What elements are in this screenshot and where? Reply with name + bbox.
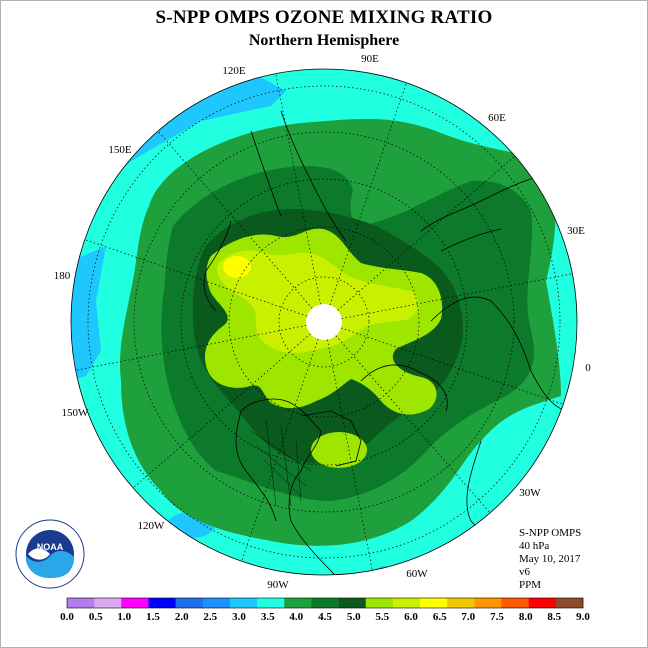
lon-label-120w: 120W (138, 520, 166, 532)
info-units: PPM (519, 579, 542, 591)
info-level: 40 hPa (519, 540, 550, 552)
ozone-band-5.5-6.0-atlantic (311, 432, 367, 468)
graticule (75, 73, 573, 571)
colorbar-tick-label: 5.5 (375, 611, 389, 623)
coast-europe (430, 296, 567, 412)
colorbar-tick-label: 2.5 (203, 611, 217, 623)
info-instrument: S-NPP OMPS (519, 527, 582, 539)
lon-label-90w: 90W (267, 579, 289, 591)
colorbar-swatch (94, 598, 122, 608)
colorbar-swatch (257, 598, 285, 608)
colorbar-tick-label: 4.5 (318, 611, 332, 623)
colorbar-swatch (311, 598, 339, 608)
lon-label-60e: 60E (488, 112, 506, 124)
colorbar-swatch (528, 598, 557, 608)
page-subtitle: Northern Hemisphere (248, 32, 400, 49)
colorbar-swatch (447, 598, 475, 608)
colorbar-swatch (501, 598, 529, 608)
ozone-band-6.0-6.5 (216, 250, 419, 353)
lon-label-0: 0 (585, 362, 591, 374)
lon-label-180: 180 (54, 270, 71, 282)
colorbar-tick-label: 2.0 (175, 611, 189, 623)
colorbar-tick-label: 3.0 (232, 611, 246, 623)
coast-greenland (360, 364, 448, 412)
colorbar-swatch (365, 598, 394, 608)
colorbar-swatch (338, 598, 367, 608)
coast-hudson (300, 410, 362, 467)
colorbar-swatch (555, 598, 584, 608)
longitude-labels: 90E 60E 30E 0 30W 60W 90W 120W 150W 180 … (54, 53, 592, 591)
colorbar-swatch (474, 598, 502, 608)
colorbar-tick-label: 1.0 (117, 611, 131, 623)
colorbar-swatch (229, 598, 258, 608)
colorbar-swatch (392, 598, 421, 608)
colorbar-tick-label: 8.5 (547, 611, 561, 623)
colorbar-swatch (121, 598, 149, 608)
lon-label-90e: 90E (361, 53, 379, 65)
colorbar-tick-label: 8.0 (519, 611, 533, 623)
colorbar-swatch (420, 598, 448, 608)
colorbar-tick-label: 5.0 (347, 611, 361, 623)
colorbar-tick-label: 6.0 (404, 611, 418, 623)
colorbar-tick-label: 0.5 (89, 611, 103, 623)
noaa-logo: NOAA (15, 519, 85, 589)
coast-alaska (203, 220, 232, 312)
us-state-lines (250, 420, 312, 507)
colorbar-tick-label: 9.0 (576, 611, 590, 623)
lon-label-30w: 30W (519, 487, 541, 499)
info-block: S-NPP OMPS 40 hPa May 10, 2017 v6 PPM (519, 527, 581, 592)
colorbar-swatch (175, 598, 204, 608)
lon-label-150w: 150W (62, 407, 90, 419)
colorbar-tick-label: 3.5 (261, 611, 275, 623)
ozone-band-6.5-7.0 (223, 256, 251, 278)
colorbar-swatch (148, 598, 176, 608)
lon-label-120e: 120E (222, 65, 246, 77)
coast-north-america (235, 398, 342, 575)
colorbar-tick-label: 7.5 (490, 611, 504, 623)
colorbar-tick-label: 1.5 (146, 611, 160, 623)
lon-label-150e: 150E (108, 144, 132, 156)
ozone-field (71, 69, 577, 575)
colorbar-tick-label: 7.0 (461, 611, 475, 623)
lon-label-60w: 60W (406, 568, 428, 580)
colorbar-swatch (202, 598, 231, 608)
colorbar-swatch (67, 598, 95, 608)
page-title: S-NPP OMPS OZONE MIXING RATIO (155, 7, 493, 28)
info-date: May 10, 2017 (519, 553, 581, 565)
colorbar: 0.0 0.5 1.0 1.5 2.0 2.5 3.0 3.5 4.0 4.5 5.0 5.5 6.0 6… (60, 597, 590, 623)
lon-label-30e: 30E (567, 225, 585, 237)
colorbar-tick-label: 0.0 (60, 611, 74, 623)
colorbar-border (66, 597, 584, 609)
info-version: v6 (519, 566, 530, 578)
pole-missing-data (306, 304, 342, 340)
colorbar-tick-label: 6.5 (433, 611, 447, 623)
ozone-band-3.0-3.5-west (71, 246, 106, 381)
colorbar-swatch (284, 598, 312, 608)
colorbar-tick-label: 4.0 (289, 611, 303, 623)
noaa-logo-text: NOAA (37, 542, 64, 552)
map-border (70, 68, 578, 576)
